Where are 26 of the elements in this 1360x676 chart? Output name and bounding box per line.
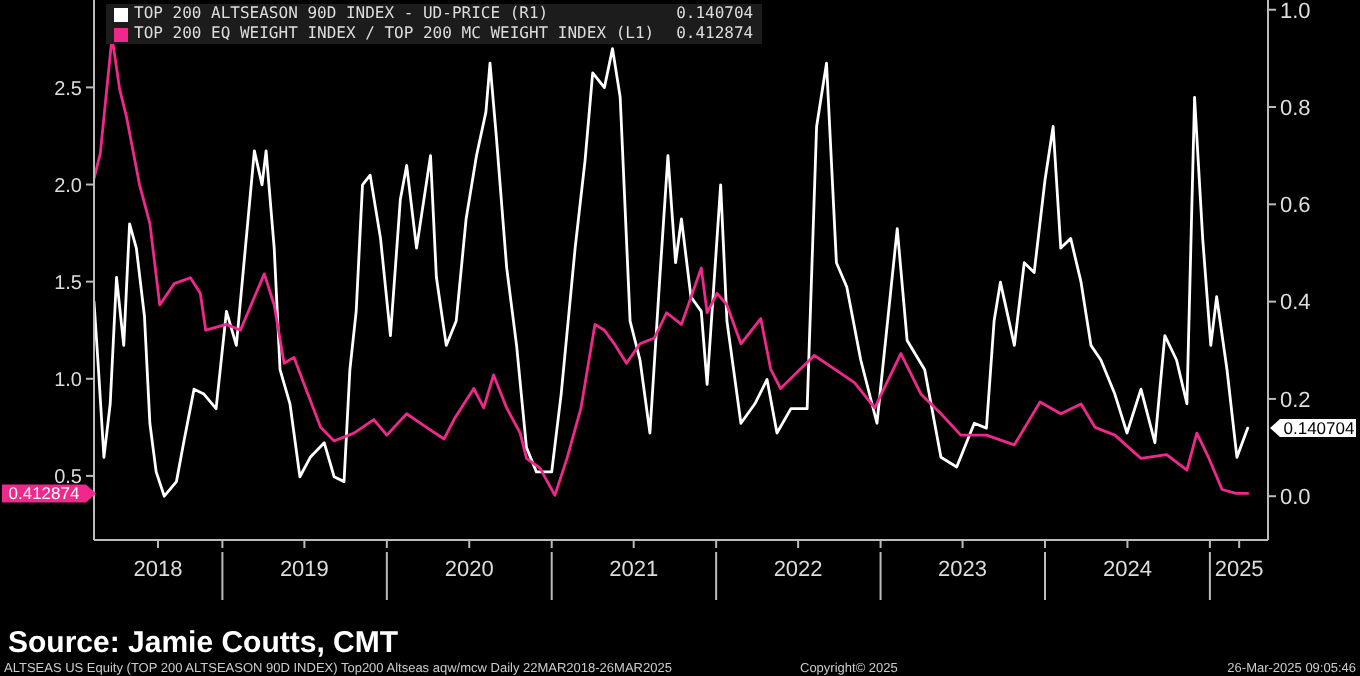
annotation: 0.412874 xyxy=(674,24,754,44)
x-tick-label: 2020 xyxy=(444,558,494,582)
x-tick-label: 2025 xyxy=(1214,558,1264,582)
x-tick-label: 2022 xyxy=(773,558,823,582)
y2-tick-label: 0.4 xyxy=(1280,291,1311,316)
annotation: 0.140704 xyxy=(674,4,754,24)
y-tick-label: 1.0 xyxy=(54,369,83,392)
y-tick-label: 2.5 xyxy=(54,78,83,101)
legend-label: TOP 200 EQ WEIGHT INDEX / TOP 200 MC WEIGHT INDEX (L1) xyxy=(134,24,655,44)
text: 0.412874 xyxy=(8,483,80,504)
x-tick-label: 2021 xyxy=(609,558,659,582)
y-tick-label: 0.5 xyxy=(54,467,83,489)
x-tick-label: 2018 xyxy=(133,558,183,582)
y-tick-label: 2.0 xyxy=(54,175,83,198)
text: 0.140704 xyxy=(1283,418,1355,439)
x-tick-label: 2024 xyxy=(1102,558,1152,582)
x-tick-label: 2023 xyxy=(938,558,988,582)
source-note: Source: Jamie Coutts, CMT xyxy=(8,626,399,660)
y2-tick-label: 1.0 xyxy=(1280,0,1311,24)
y2-tick-label: 0.6 xyxy=(1280,194,1311,219)
y2-tick-label: 0.8 xyxy=(1280,96,1311,121)
y2-tick-label: 0.2 xyxy=(1280,388,1311,413)
x-tick-label: 2019 xyxy=(279,558,329,582)
legend-label: TOP 200 ALTSEASON 90D INDEX - UD-PRICE (R1) xyxy=(134,4,549,24)
y2-tick-label: 0.0 xyxy=(1280,486,1311,511)
y-tick-label: 1.5 xyxy=(54,272,83,295)
